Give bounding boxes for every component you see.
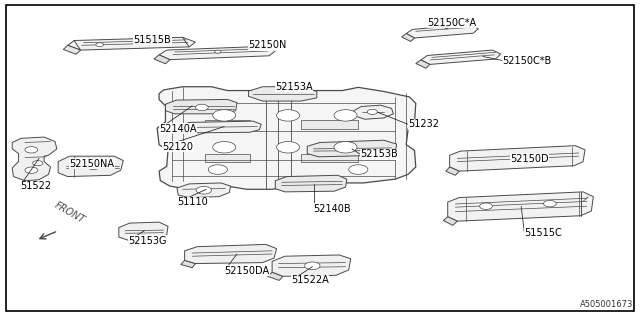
Circle shape xyxy=(479,203,492,209)
Polygon shape xyxy=(307,140,397,157)
Polygon shape xyxy=(450,146,585,171)
Polygon shape xyxy=(58,156,124,177)
Text: 52140B: 52140B xyxy=(314,204,351,214)
Polygon shape xyxy=(119,222,168,240)
Text: 51515C: 51515C xyxy=(524,228,562,238)
Text: 51110: 51110 xyxy=(177,197,209,207)
Circle shape xyxy=(196,187,211,194)
Text: 52150D: 52150D xyxy=(510,154,549,164)
Polygon shape xyxy=(448,192,593,221)
Circle shape xyxy=(212,110,236,121)
Text: 52150C*B: 52150C*B xyxy=(502,56,552,66)
Polygon shape xyxy=(184,244,276,264)
Polygon shape xyxy=(177,183,230,197)
Text: 52120: 52120 xyxy=(163,142,193,152)
Circle shape xyxy=(212,141,236,153)
Polygon shape xyxy=(446,167,460,175)
Circle shape xyxy=(334,141,357,153)
Circle shape xyxy=(276,141,300,153)
Text: 52150NA: 52150NA xyxy=(70,159,115,169)
Text: A505001673: A505001673 xyxy=(580,300,633,309)
Polygon shape xyxy=(301,120,358,129)
Polygon shape xyxy=(154,55,170,64)
Circle shape xyxy=(349,165,368,174)
Polygon shape xyxy=(157,87,416,189)
Circle shape xyxy=(195,104,208,111)
Polygon shape xyxy=(421,50,500,64)
Text: 51515B: 51515B xyxy=(134,35,172,44)
Text: 51232: 51232 xyxy=(408,119,439,129)
Circle shape xyxy=(33,161,43,166)
Circle shape xyxy=(163,40,171,44)
Polygon shape xyxy=(354,105,394,119)
Text: 51522A: 51522A xyxy=(291,276,329,285)
Text: 52150DA: 52150DA xyxy=(224,266,269,276)
Circle shape xyxy=(276,110,300,121)
Circle shape xyxy=(25,167,38,173)
Circle shape xyxy=(96,43,104,47)
Polygon shape xyxy=(416,60,430,68)
Circle shape xyxy=(305,262,320,270)
Circle shape xyxy=(214,50,221,53)
Polygon shape xyxy=(180,260,195,268)
Text: 52153B: 52153B xyxy=(360,149,398,159)
Text: 52140A: 52140A xyxy=(159,124,196,134)
Text: 52153A: 52153A xyxy=(275,82,313,92)
Text: 52150C*A: 52150C*A xyxy=(428,18,476,28)
Circle shape xyxy=(334,110,357,121)
Text: 52150N: 52150N xyxy=(248,40,287,50)
Polygon shape xyxy=(301,154,358,162)
Polygon shape xyxy=(63,45,81,54)
Circle shape xyxy=(543,200,556,207)
Text: 52153G: 52153G xyxy=(129,236,167,246)
Circle shape xyxy=(87,163,100,170)
Text: 51522: 51522 xyxy=(20,181,51,191)
Circle shape xyxy=(367,109,378,115)
Polygon shape xyxy=(68,37,195,50)
Polygon shape xyxy=(268,272,283,280)
Polygon shape xyxy=(272,255,351,276)
Circle shape xyxy=(25,147,38,153)
Polygon shape xyxy=(444,217,458,225)
Polygon shape xyxy=(402,34,415,42)
Text: FRONT: FRONT xyxy=(53,200,87,225)
Polygon shape xyxy=(275,175,347,192)
Polygon shape xyxy=(179,121,261,133)
Polygon shape xyxy=(205,120,250,129)
Circle shape xyxy=(208,165,227,174)
Polygon shape xyxy=(166,100,237,114)
Polygon shape xyxy=(248,87,317,101)
Polygon shape xyxy=(205,154,250,162)
Polygon shape xyxy=(12,137,57,181)
Circle shape xyxy=(250,48,256,51)
Polygon shape xyxy=(159,46,275,60)
Polygon shape xyxy=(406,25,478,38)
